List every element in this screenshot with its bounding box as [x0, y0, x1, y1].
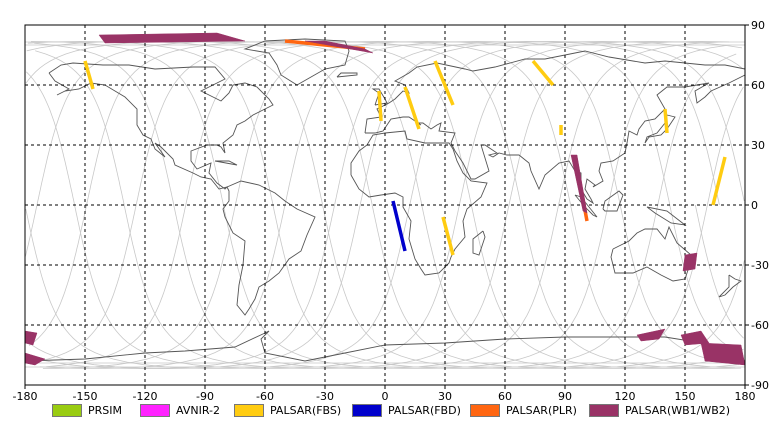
swath-palsar-fbs: [83, 60, 95, 90]
swath-palsar-wb1-wb2: [682, 252, 698, 272]
x-tick-label: -120: [133, 390, 158, 400]
coastline: [336, 72, 358, 78]
legend-label-palsar-wb: PALSAR(WB1/WB2): [625, 403, 731, 417]
coastline: [646, 206, 687, 226]
y-tick-label: 30: [751, 139, 765, 152]
x-tick-label: 180: [735, 390, 756, 400]
y-axis-ticks: 90 60 30 0 -30 -60 -90: [745, 19, 769, 392]
x-tick-label: 90: [558, 390, 572, 400]
x-tick-label: -30: [316, 390, 334, 400]
swath-palsar-fbs: [663, 108, 669, 134]
swath-palsar-fbs: [403, 86, 421, 130]
coastline: [48, 62, 274, 190]
orbit-track: [25, 40, 744, 370]
x-tick-label: 120: [615, 390, 636, 400]
x-tick-label: -90: [196, 390, 214, 400]
coastline: [222, 180, 316, 316]
orbit-track: [35, 40, 743, 370]
swath-palsar-fbs: [377, 90, 383, 122]
legend: PRSIM AVNIR-2 PALSAR(FBS) PALSAR(FBD) PA…: [0, 398, 770, 422]
coverage-map: -180 -150 -120 -90 -60 -30 0 30 60 90 120 150 180 90…: [13, 19, 769, 400]
swath-palsar-wb1-wb2: [680, 330, 710, 346]
y-tick-label: -60: [751, 319, 769, 332]
x-tick-label: -180: [13, 390, 38, 400]
observation-swaths: [24, 32, 746, 366]
orbit-tracks: [25, 41, 745, 368]
legend-label-prsim: PRSIM: [88, 403, 122, 417]
coastline: [602, 190, 624, 212]
orbit-track: [27, 40, 728, 370]
legend-swatch-avnir2: [140, 403, 170, 417]
legend-label-avnir2: AVNIR-2: [176, 403, 220, 417]
legend-swatch-prsim: [52, 403, 82, 417]
orbit-track: [42, 40, 736, 369]
orbit-track: [30, 41, 724, 370]
x-tick-label: -150: [73, 390, 98, 400]
swath-palsar-fbs: [531, 59, 555, 87]
x-tick-label: 150: [675, 390, 696, 400]
y-tick-label: 60: [751, 79, 765, 92]
legend-item-palsar-plr: PALSAR(PLR): [470, 402, 577, 418]
coastline: [718, 274, 742, 298]
legend-label-palsar-fbd: PALSAR(FBD): [388, 403, 461, 417]
orbit-track: [28, 40, 744, 370]
swath-palsar-wb1-wb2: [98, 32, 246, 44]
legend-label-palsar-fbs: PALSAR(FBS): [270, 403, 342, 417]
orbit-track: [28, 40, 740, 370]
y-tick-label: -30: [751, 259, 769, 272]
legend-label-palsar-plr: PALSAR(PLR): [506, 403, 577, 417]
legend-item-avnir2: AVNIR-2: [140, 402, 220, 418]
legend-item-palsar-fbs: PALSAR(FBS): [234, 402, 341, 418]
legend-item-prsim: PRSIM: [52, 402, 122, 418]
swath-palsar-wb1-wb2: [304, 40, 374, 54]
x-tick-label: -60: [256, 390, 274, 400]
swath-palsar-wb1-wb2: [570, 154, 588, 214]
swath-palsar-fbd: [391, 200, 407, 252]
coastline: [472, 230, 486, 256]
x-tick-label: 60: [498, 390, 512, 400]
x-tick-label: 30: [438, 390, 452, 400]
legend-item-palsar-fbd: PALSAR(FBD): [352, 402, 461, 418]
coastline: [644, 114, 676, 144]
legend-swatch-palsar-plr: [470, 403, 500, 417]
y-tick-label: 90: [751, 19, 765, 32]
orbit-track: [25, 40, 745, 370]
coastline: [365, 74, 746, 205]
legend-swatch-palsar-fbs: [234, 403, 264, 417]
legend-item-palsar-wb: PALSAR(WB1/WB2): [589, 402, 730, 418]
swath-palsar-fbs: [441, 216, 455, 256]
coastline: [214, 160, 238, 166]
swath-palsar-fbs: [711, 156, 727, 206]
swath-palsar-wb1-wb2: [636, 328, 666, 342]
orbit-track: [26, 40, 737, 370]
coastline: [243, 38, 350, 86]
y-tick-label: -90: [751, 379, 769, 392]
legend-swatch-palsar-wb: [589, 403, 619, 417]
swath-palsar-fbs: [433, 60, 455, 106]
x-tick-label: 0: [382, 390, 389, 400]
legend-swatch-palsar-fbd: [352, 403, 382, 417]
orbit-track: [27, 40, 745, 370]
grid-lines: [25, 25, 745, 385]
x-axis-ticks: -180 -150 -120 -90 -60 -30 0 30 60 90 120 150 180: [13, 385, 756, 400]
orbit-track: [33, 40, 738, 370]
orbit-track: [39, 40, 739, 370]
orbit-track: [46, 40, 742, 370]
y-tick-label: 0: [751, 199, 758, 212]
